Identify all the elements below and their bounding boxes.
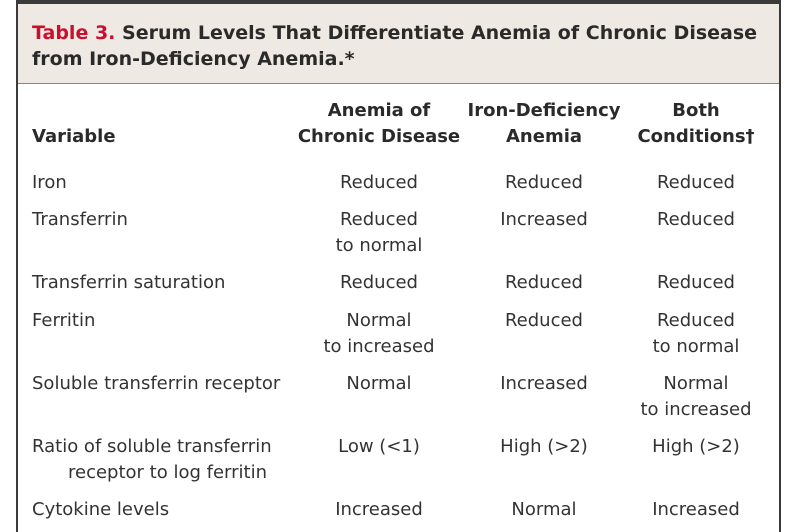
cell-transferrin-both: Reduced	[656, 209, 735, 230]
cell-ferritin-both-line1: Reduced	[656, 310, 735, 331]
row-label-transferrin: Transferrin	[32, 209, 128, 230]
cell-ratio-ida: High (>2)	[500, 436, 588, 457]
cell-ferritin-acd-line2: to increased	[323, 336, 435, 357]
column-header-acd-line2: Chronic Disease	[297, 126, 461, 147]
row-label-iron: Iron	[32, 172, 67, 193]
caption-title-1: Serum Levels That Differentiate Anemia o…	[122, 22, 758, 44]
cell-ferritin-both-line2: to normal	[652, 336, 740, 357]
top-rule	[16, 0, 781, 4]
cell-cytokine-acd: Increased	[335, 499, 423, 520]
column-header-both-line1: Both	[672, 100, 720, 121]
cell-saturation-acd: Reduced	[339, 272, 418, 293]
caption-line-1: Table 3. Serum Levels That Differentiate…	[32, 20, 779, 46]
cell-receptor-both-line2: to increased	[640, 399, 752, 420]
column-header-both-line2: Conditions†	[637, 126, 755, 147]
cell-cytokine-ida: Normal	[511, 499, 577, 520]
cell-transferrin-ida: Increased	[500, 209, 588, 230]
row-label-ratio-line2: receptor to log ferritin	[68, 462, 267, 483]
cell-receptor-acd: Normal	[346, 373, 412, 394]
row-label-transferrin-saturation: Transferrin saturation	[32, 272, 226, 293]
column-header-acd-line1: Anemia of	[327, 100, 431, 121]
row-label-ratio-line1: Ratio of soluble transferrin	[32, 436, 272, 457]
cell-ratio-acd: Low (<1)	[338, 436, 420, 457]
cell-saturation-ida: Reduced	[504, 272, 583, 293]
cell-ferritin-acd-line1: Normal	[346, 310, 412, 331]
row-label-soluble-receptor: Soluble transferrin receptor	[32, 373, 281, 394]
cell-cytokine-both: Increased	[652, 499, 740, 520]
cell-transferrin-acd-line2: to normal	[335, 235, 423, 256]
caption-title-2: from Iron-Deficiency Anemia.*	[32, 48, 355, 70]
row-label-ferritin: Ferritin	[32, 310, 96, 331]
right-rule	[779, 4, 781, 532]
cell-receptor-both-line1: Normal	[663, 373, 729, 394]
cell-iron-ida: Reduced	[504, 172, 583, 193]
left-rule	[16, 4, 18, 532]
data-table: Variable Anemia of Chronic Disease Iron-…	[18, 84, 779, 532]
column-header-ida-line1: Iron-Deficiency	[467, 100, 621, 121]
row-label-cytokine: Cytokine levels	[32, 499, 170, 520]
cell-receptor-ida: Increased	[500, 373, 588, 394]
table-number: Table 3.	[32, 22, 116, 44]
cell-transferrin-acd-line1: Reduced	[339, 209, 418, 230]
column-header-variable: Variable	[32, 126, 116, 147]
cell-iron-both: Reduced	[656, 172, 735, 193]
cell-saturation-both: Reduced	[656, 272, 735, 293]
table-caption: Table 3. Serum Levels That Differentiate…	[18, 4, 779, 84]
cell-iron-acd: Reduced	[339, 172, 418, 193]
cell-ratio-both: High (>2)	[652, 436, 740, 457]
column-header-ida-line2: Anemia	[505, 126, 583, 147]
cell-ferritin-ida: Reduced	[504, 310, 583, 331]
